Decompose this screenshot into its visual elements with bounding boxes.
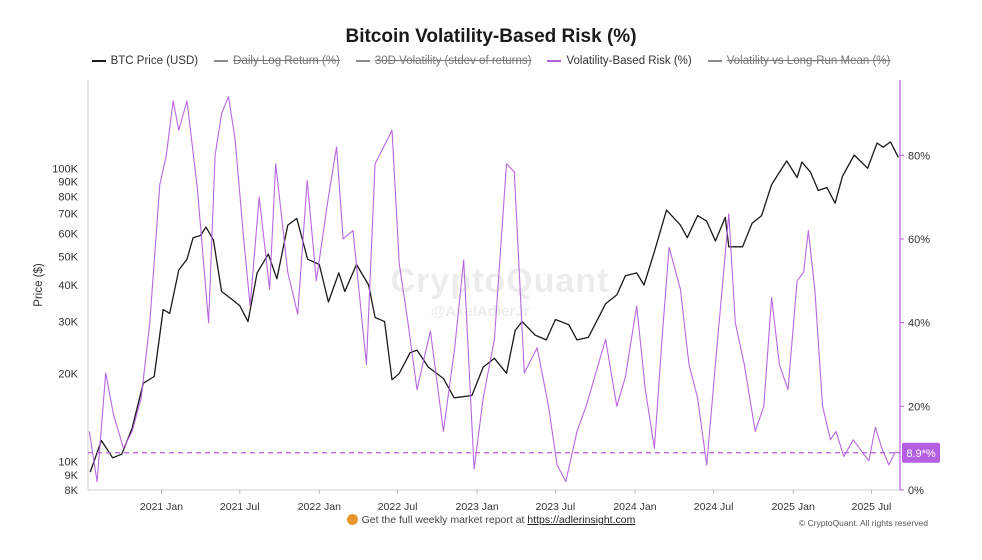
- y-right-tick-label: 0%: [908, 485, 924, 497]
- legend-swatch: [355, 60, 370, 62]
- legend-label: Volatility vs Long-Run Mean (%): [726, 55, 891, 67]
- legend: BTC Price (USD) Daily Log Return (%) 30D…: [0, 55, 982, 67]
- x-tick-label: 2025 Jul: [852, 501, 892, 513]
- legend-item-btc-price[interactable]: BTC Price (USD): [91, 55, 199, 67]
- y-right-tick-label: 80%: [908, 150, 930, 162]
- x-tick-label: 2021 Jul: [220, 501, 260, 513]
- reference-value-badge: [902, 442, 940, 463]
- legend-swatch: [707, 60, 722, 62]
- legend-item-volatility-vs-mean[interactable]: Volatility vs Long-Run Mean (%): [707, 55, 891, 67]
- btc-price-series: [89, 141, 899, 473]
- y-left-tick-label: 20K: [58, 368, 78, 380]
- y-left-tick-label: 10K: [58, 457, 78, 469]
- x-tick-label: 2021 Jan: [140, 501, 183, 513]
- footer-link[interactable]: https://adlerinsight.com: [527, 514, 636, 526]
- x-tick-label: 2024 Jan: [613, 501, 656, 513]
- y-right-tick-label: 20%: [908, 401, 930, 413]
- legend-swatch: [91, 60, 106, 62]
- legend-swatch: [547, 60, 562, 62]
- legend-swatch: [214, 60, 229, 62]
- y-right-tick-label: 60%: [908, 234, 930, 246]
- legend-label: Volatility-Based Risk (%): [566, 55, 692, 67]
- y-left-tick-label: 9K: [65, 470, 79, 482]
- y-right-tick-label: 40%: [908, 318, 930, 330]
- y-left-tick-label: 90K: [58, 177, 78, 189]
- y-left-tick-label: 80K: [58, 192, 78, 204]
- y-left-tick-label: 60K: [58, 228, 78, 240]
- x-tick-label: 2023 Jan: [456, 501, 499, 513]
- y-left-tick-label: 40K: [58, 280, 78, 292]
- chart-title: Bitcoin Volatility-Based Risk (%): [345, 26, 637, 47]
- y-left-axis-label: Price ($): [33, 263, 45, 307]
- y-left-tick-label: 50K: [58, 252, 78, 264]
- y-left-tick-label: 100K: [52, 163, 78, 175]
- copyright: © CryptoQuant. All rights reserved: [798, 518, 928, 528]
- y-left-tick-label: 70K: [58, 209, 78, 221]
- legend-label: Daily Log Return (%): [233, 55, 340, 67]
- y-left-tick-label: 8K: [65, 485, 79, 497]
- legend-item-daily-log-return[interactable]: Daily Log Return (%): [214, 55, 340, 67]
- coin-icon: [346, 514, 358, 525]
- legend-label: BTC Price (USD): [110, 55, 199, 67]
- legend-item-30d-volatility[interactable]: 30D Volatility (stdev of returns): [355, 55, 532, 67]
- x-tick-label: 2022 Jul: [378, 501, 418, 513]
- x-tick-label: 2025 Jan: [772, 501, 815, 513]
- x-tick-label: 2022 Jan: [298, 501, 341, 513]
- footer: Get the full weekly market report at htt…: [0, 514, 982, 526]
- reference-value-label: 8.9*%: [906, 448, 936, 460]
- volatility-risk-series: [88, 96, 900, 483]
- x-tick-label: 2023 Jul: [536, 501, 576, 513]
- x-tick-label: 2024 Jul: [694, 501, 734, 513]
- footer-text: Get the full weekly market report at: [361, 514, 528, 526]
- y-left-tick-label: 30K: [58, 317, 78, 329]
- legend-label: 30D Volatility (stdev of returns): [374, 55, 532, 67]
- legend-item-volatility-risk[interactable]: Volatility-Based Risk (%): [547, 55, 692, 67]
